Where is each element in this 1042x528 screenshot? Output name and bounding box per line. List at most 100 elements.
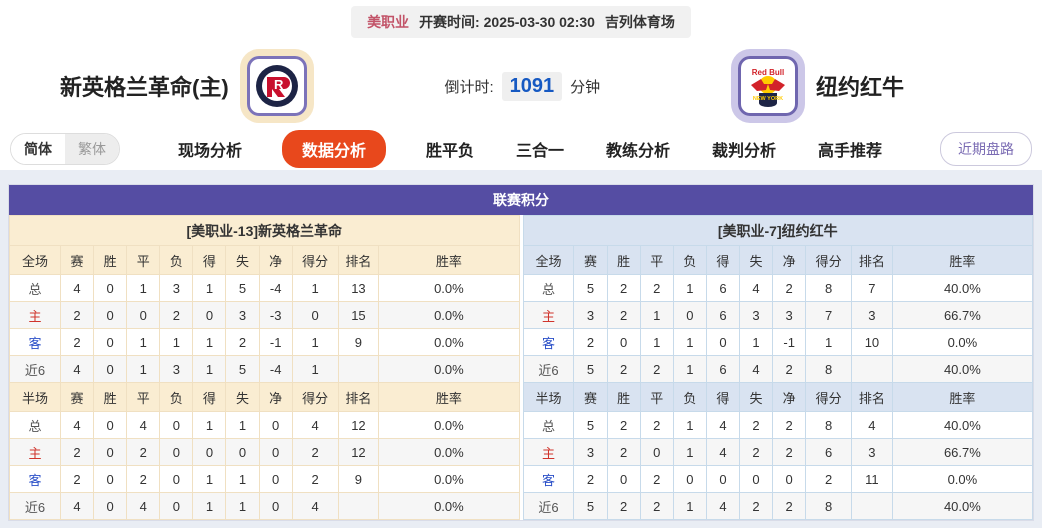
stat-cell: 2	[772, 492, 807, 520]
stat-cell: 4	[126, 492, 161, 520]
row-label: 客	[9, 328, 61, 356]
stats-row: 主 3 2 0 1 4 2 2 6 3 66.7%	[522, 438, 1034, 466]
panel-title: 联赛积分	[9, 185, 1033, 215]
stat-cell: 4	[705, 492, 740, 520]
tab-three-in-one[interactable]: 三合一	[515, 143, 564, 160]
row-label: 主	[522, 301, 575, 329]
column-header: 全场	[522, 245, 575, 275]
home-half-rows: 总 4 0 4 0 1 1 0 4 12 0.0% 主 2 0 2 0 0 0 0 2 12 0.0% 客 2 0 2 0 1 1 0 2 9…	[9, 411, 520, 520]
stat-cell: 0	[258, 492, 293, 520]
away-team-logo[interactable]: Red Bull NEW YORK	[737, 56, 798, 116]
stat-cell: 4	[738, 355, 774, 383]
away-full-headers: 全场赛胜平负得失净得分 排名 胜率	[522, 245, 1034, 275]
table-halves: [美职业-13]新英格兰革命 全场赛胜平负得失净得分 排名 胜率 总 4 0 1 3 1 5 -4…	[9, 215, 1034, 520]
tab-coach-analysis[interactable]: 教练分析	[606, 143, 671, 160]
stat-cell: 1	[126, 355, 161, 383]
stat-cell: 0	[258, 438, 293, 466]
stat-cell: 1	[672, 492, 707, 520]
column-header: 得分	[805, 245, 853, 275]
stat-cell: 2	[606, 411, 641, 439]
stat-cell: 2	[639, 274, 674, 302]
tab-data-analysis[interactable]: 数据分析	[281, 130, 386, 168]
stat-cell: 9	[337, 328, 380, 356]
stat-cell: 5	[573, 355, 608, 383]
row-label: 主	[9, 438, 61, 466]
stat-cell: 3	[159, 355, 194, 383]
row-label: 客	[9, 465, 61, 493]
column-header: 负	[159, 382, 194, 412]
stat-cell: 13	[337, 274, 380, 302]
stat-cell: 0	[93, 438, 128, 466]
column-header: 平	[126, 245, 161, 275]
row-label: 主	[9, 301, 61, 329]
stat-cell: 4	[291, 411, 339, 439]
stat-cell: 0	[291, 301, 339, 329]
content-area: 联赛积分 [美职业-13]新英格兰革命 全场赛胜平负得失净得分 排名 胜率	[0, 170, 1042, 528]
stat-cell: 8	[805, 492, 853, 520]
language-toggle: 简体 繁体	[10, 133, 120, 165]
column-header: 胜率	[378, 245, 520, 275]
stats-row: 总 5 2 2 1 4 2 2 8 4 40.0%	[522, 411, 1034, 439]
row-label: 总	[9, 411, 61, 439]
stat-cell: 1	[291, 274, 339, 302]
stats-row: 客 2 0 2 0 1 1 0 2 9 0.0%	[9, 465, 520, 493]
stat-cell: 2	[606, 301, 641, 329]
stat-cell: 4	[291, 492, 339, 520]
tab-win-draw-loss[interactable]: 胜平负	[425, 143, 474, 160]
stat-cell: 40.0%	[891, 492, 1034, 520]
home-team-name: 新英格兰革命(主)	[60, 75, 229, 100]
stat-cell: 0	[159, 438, 194, 466]
tab-bar: 简体 繁体 现场分析 数据分析 胜平负 三合一 教练分析 裁判分析 高手推荐 近…	[0, 128, 1042, 170]
stat-cell: 2	[606, 492, 641, 520]
home-team-logo[interactable]: R	[246, 56, 307, 116]
venue-name: 吉列体育场	[604, 14, 675, 30]
stat-cell: 1	[672, 411, 707, 439]
recent-odds-button[interactable]: 近期盘路	[940, 132, 1032, 166]
svg-text:Red Bull: Red Bull	[752, 68, 784, 77]
stat-cell: 2	[291, 438, 339, 466]
stat-cell: 0	[672, 465, 707, 493]
row-label: 客	[522, 328, 575, 356]
stat-cell: 1	[225, 465, 260, 493]
away-team-stats: [美职业-7]纽约红牛 全场赛胜平负得失净得分 排名 胜率 总 5 2 2 1 6 4 2 8 7 40…	[522, 215, 1034, 520]
stat-cell	[851, 355, 893, 383]
stat-cell: 0.0%	[378, 411, 520, 439]
row-label: 近6	[9, 492, 61, 520]
stats-row: 近6 5 2 2 1 6 4 2 8 40.0%	[522, 355, 1034, 383]
stat-cell: 2	[573, 328, 608, 356]
lang-simplified-button[interactable]: 简体	[11, 134, 65, 164]
column-header: 赛	[59, 245, 95, 275]
tab-referee-analysis[interactable]: 裁判分析	[712, 143, 777, 160]
stat-cell: 2	[606, 438, 641, 466]
league-name: 美职业	[367, 14, 410, 30]
column-header: 失	[225, 382, 260, 412]
stat-cell: 2	[225, 328, 260, 356]
stats-row: 近6 4 0 4 0 1 1 0 4 0.0%	[9, 492, 520, 520]
lang-traditional-button[interactable]: 繁体	[65, 134, 119, 164]
tab-live-analysis[interactable]: 现场分析	[177, 143, 242, 160]
tab-expert-picks[interactable]: 高手推荐	[818, 143, 883, 160]
stat-cell: 1	[192, 328, 227, 356]
stat-cell: 5	[225, 274, 260, 302]
stat-cell: 0	[159, 465, 194, 493]
column-header: 负	[672, 245, 707, 275]
home-half-headers: 半场赛胜平负得失净得分 排名 胜率	[9, 382, 520, 412]
column-header: 失	[738, 382, 774, 412]
stat-cell: 2	[805, 465, 853, 493]
stat-cell: 3	[851, 301, 893, 329]
row-label: 总	[522, 411, 575, 439]
stat-cell: 66.7%	[891, 301, 1034, 329]
stat-cell: 2	[772, 411, 807, 439]
stat-cell: 4	[705, 438, 740, 466]
column-header: 半场	[9, 382, 61, 412]
column-header: 净	[772, 382, 807, 412]
stat-cell: 0	[705, 465, 740, 493]
stat-cell: 2	[126, 465, 161, 493]
stat-cell: 2	[159, 301, 194, 329]
column-header: 胜率	[891, 245, 1034, 275]
red-bull-crest-icon: Red Bull NEW YORK	[744, 63, 791, 109]
stats-row: 近6 4 0 1 3 1 5 -4 1 0.0%	[9, 355, 520, 383]
stat-cell: 2	[738, 438, 774, 466]
stat-cell: 2	[772, 274, 807, 302]
stat-cell: 2	[772, 355, 807, 383]
